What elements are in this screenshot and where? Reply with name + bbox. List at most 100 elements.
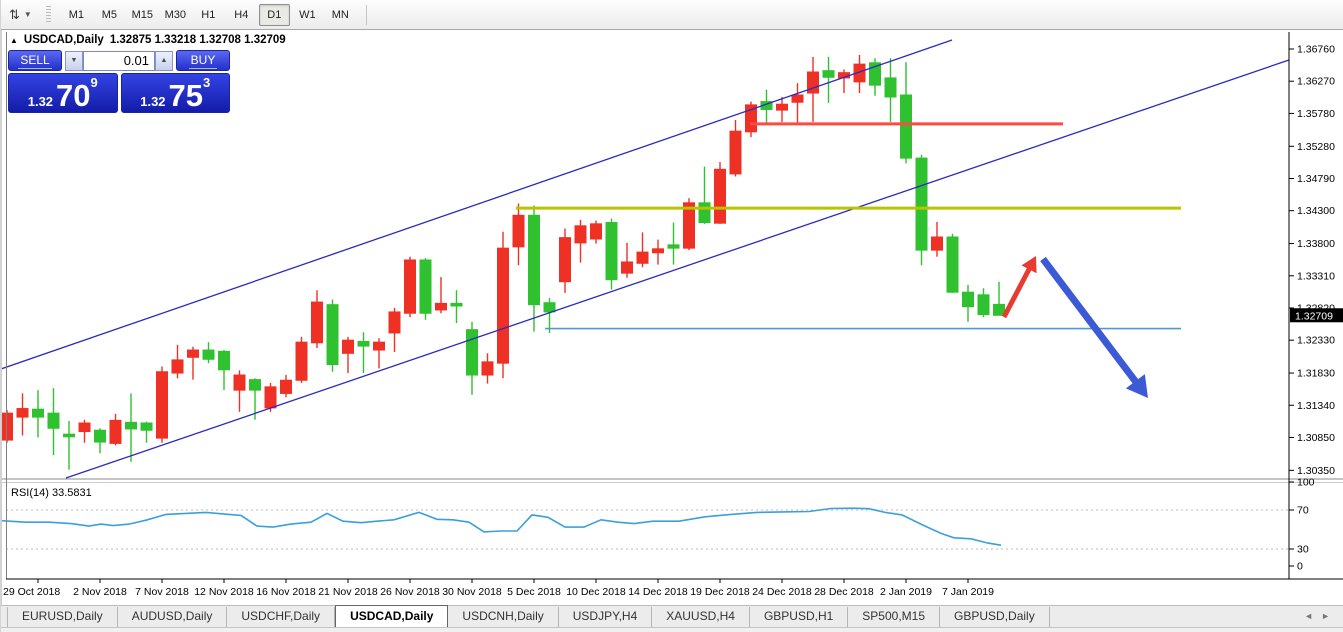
arrow-down-shaft[interactable] [1040, 256, 1140, 385]
date-label: 2 Nov 2018 [73, 586, 127, 598]
candle [63, 433, 75, 438]
channel-upper-trendline[interactable] [1, 39, 953, 370]
sell-button[interactable]: SELL [8, 50, 62, 71]
candle [714, 168, 726, 224]
buy-price-tile[interactable]: 1.32 75 3 [120, 73, 230, 113]
candle [404, 259, 416, 314]
tab-gbpusd-daily[interactable]: GBPUSD,Daily [940, 607, 1050, 627]
candle [342, 339, 354, 354]
candle [388, 311, 401, 334]
rsi-axis-label: 100 [1297, 477, 1315, 489]
price-tag: 1.32709 [1295, 310, 1333, 322]
price-axis-label: 1.35780 [1297, 108, 1335, 120]
date-label: 10 Dec 2018 [566, 586, 626, 598]
candle [993, 303, 1005, 316]
tab-usdcnh-daily[interactable]: USDCNH,Daily [448, 607, 559, 627]
candle [543, 302, 556, 313]
timeframe-button-m1[interactable]: M1 [68, 8, 84, 21]
candle [32, 408, 44, 418]
candle [931, 236, 943, 251]
candle [171, 359, 184, 374]
candle [187, 349, 199, 358]
candle [109, 419, 122, 444]
timeframe-button-m5[interactable]: M5 [101, 8, 117, 21]
arrow-up-shaft[interactable] [1001, 266, 1033, 319]
tab-eurusd-daily[interactable]: EURUSD,Daily [7, 607, 118, 627]
candle [853, 63, 866, 83]
date-label: 7 Nov 2018 [135, 586, 189, 598]
tab-xauusd-h4[interactable]: XAUUSD,H4 [652, 607, 750, 627]
price-axis-label: 1.31340 [1297, 400, 1335, 412]
candle [16, 408, 29, 418]
buy-button[interactable]: BUY [176, 50, 230, 71]
sell-price-tile[interactable]: 1.32 70 9 [8, 73, 118, 113]
tab-scrollers: ◄ ► [1304, 605, 1330, 627]
rsi-axis-label: 70 [1297, 505, 1309, 517]
timeframe-button-w1[interactable]: W1 [299, 8, 316, 21]
candle [900, 94, 912, 159]
candle [373, 341, 385, 351]
price-axis-label: 1.31830 [1297, 368, 1335, 380]
rsi-curve [1, 507, 1002, 546]
tab-scroll-left-icon[interactable]: ◄ [1304, 611, 1314, 621]
candle [605, 222, 618, 281]
tab-usdchf-daily[interactable]: USDCHF,Daily [227, 607, 336, 627]
rsi-axis-label: 30 [1297, 544, 1309, 556]
date-label: 14 Dec 2018 [628, 586, 688, 598]
tab-scroll-right-icon[interactable]: ► [1321, 611, 1330, 621]
collapse-panel-icon[interactable]: ▲ [10, 35, 18, 45]
arrange-charts-button[interactable]: ⇅ ▼ [9, 7, 32, 23]
candle [729, 130, 742, 175]
timeframe-buttons: M1 M5 M15 M30 H1 H4 D1 W1 MN [61, 3, 356, 26]
chart-window: 1.36760 1.36270 1.35780 1.35280 1.34790 1.343… [1, 30, 1343, 605]
sell-price-pips: 70 [56, 78, 91, 113]
candle [807, 71, 819, 94]
arrange-icon: ⇅ [9, 6, 20, 22]
arrow-down-head[interactable] [1125, 374, 1148, 398]
volume-up-button[interactable]: ▲ [155, 50, 173, 71]
price-axis-label: 1.34790 [1297, 173, 1335, 185]
candle [869, 62, 881, 86]
candle [78, 422, 91, 433]
buy-price-base: 1.32 [140, 94, 166, 109]
candle [884, 77, 897, 98]
toolbar-drag-handle[interactable] [45, 5, 51, 24]
arrow-up-head[interactable] [1021, 256, 1037, 274]
rsi-label: RSI(14) 33.5831 [11, 487, 92, 499]
sell-price-point: 9 [90, 75, 98, 90]
candle [652, 248, 664, 254]
timeframe-button-mn[interactable]: MN [331, 8, 349, 21]
candle [156, 371, 168, 439]
tab-usdjpy-h4[interactable]: USDJPY,H4 [559, 607, 653, 627]
rsi-axis-label: 0 [1297, 561, 1303, 573]
candle [822, 70, 835, 78]
timeframe-button-m30[interactable]: M30 [164, 8, 187, 21]
volume-input[interactable]: 0.01 [83, 50, 155, 71]
timeframe-button-d1[interactable]: D1 [258, 3, 290, 26]
tab-audusd-daily[interactable]: AUDUSD,Daily [118, 607, 228, 627]
candle [357, 340, 370, 347]
tab-gbpusd-h1[interactable]: GBPUSD,H1 [750, 607, 849, 627]
channel-lower-trendline[interactable] [65, 59, 1290, 479]
candle [791, 94, 804, 103]
candle [249, 379, 261, 391]
candle [125, 421, 137, 430]
candle [233, 374, 246, 391]
price-axis-label: 1.33310 [1297, 270, 1335, 282]
chevron-down-icon: ▼ [23, 10, 32, 19]
date-label: 16 Nov 2018 [256, 586, 316, 598]
candle [264, 386, 277, 409]
candle [218, 350, 230, 371]
price-axis-label: 1.36270 [1297, 76, 1335, 88]
chart-tab-bar: EURUSD,Daily AUDUSD,Daily USDCHF,Daily USDC… [1, 605, 1343, 627]
tab-usdcad-daily[interactable]: USDCAD,Daily [335, 605, 449, 627]
timeframe-button-m15[interactable]: M15 [131, 8, 154, 21]
chart-canvas[interactable]: 1.36760 1.36270 1.35780 1.35280 1.34790 1.343… [1, 30, 1343, 605]
tab-sp500-m15[interactable]: SP500,M15 [848, 607, 941, 627]
timeframe-button-h1[interactable]: H1 [201, 8, 216, 21]
volume-down-button[interactable]: ▼ [65, 50, 83, 71]
timeframe-button-h4[interactable]: H4 [234, 8, 249, 21]
price-tag-bg [1290, 308, 1343, 323]
candle [528, 214, 540, 306]
